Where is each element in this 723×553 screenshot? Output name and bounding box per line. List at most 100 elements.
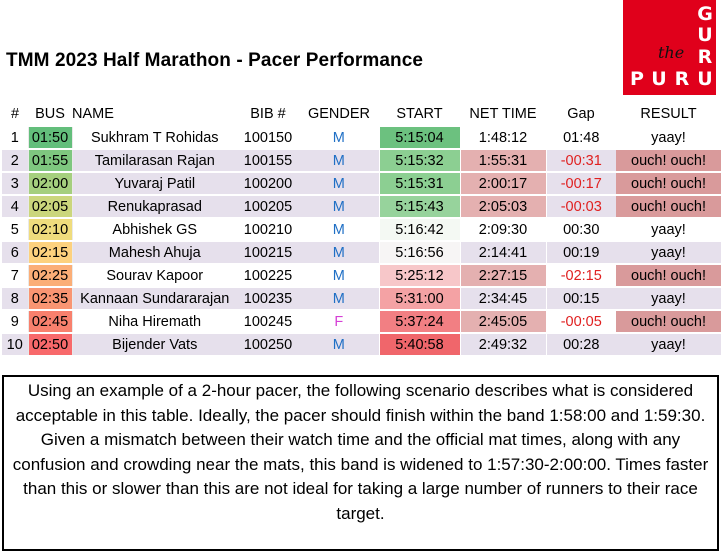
table-row: 4 02:05 Renukaprasad 100205 M 5:15:43 2:05:03-… — [2, 194, 721, 218]
gap-cell: 00:15 — [546, 286, 616, 310]
bus-cell: 02:10 — [27, 217, 73, 241]
bus-cell: 01:50 — [27, 125, 73, 149]
guru-puru-logo: G U R U P U R the — [623, 0, 716, 95]
start-cell: 5:40:58 — [378, 332, 461, 355]
row-number: 9 — [2, 309, 28, 333]
header-gender: GENDER — [307, 106, 371, 122]
gender-cell: M — [299, 217, 379, 241]
net-time-cell: 2:34:45 — [459, 286, 547, 310]
result-cell: ouch! ouch! — [616, 171, 721, 195]
start-cell: 5:15:04 — [378, 125, 461, 149]
header-start: START — [396, 106, 443, 122]
bus-cell: 02:50 — [27, 332, 73, 355]
gender-cell: M — [299, 148, 379, 172]
start-cell: 5:15:31 — [378, 171, 461, 195]
start-cell: 5:25:12 — [378, 263, 461, 287]
gender-cell: M — [299, 332, 379, 355]
result-cell: yaay! — [616, 217, 721, 241]
net-time-cell: 2:14:41 — [459, 240, 547, 264]
gender-cell: M — [299, 125, 379, 149]
gender-cell: M — [299, 263, 379, 287]
row-number: 10 — [2, 332, 28, 355]
net-time-cell: 1:48:12 — [459, 125, 547, 149]
bus-cell: 02:15 — [27, 240, 73, 264]
gender-cell: M — [299, 171, 379, 195]
pacer-table: # BUS NAME BIB # GENDER START NET TIME G… — [2, 103, 721, 355]
table-row: 3 02:00 Yuvaraj Patil 100200 M 5:15:31 2:00:17… — [2, 171, 721, 195]
gender-cell: M — [299, 194, 379, 218]
bus-cell: 02:00 — [27, 171, 73, 195]
table-row: 7 02:25 Sourav Kapoor 100225 M 5:25:12 2:27:15… — [2, 263, 721, 287]
gap-cell: 00:30 — [546, 217, 616, 241]
table-row: 9 02:45 Niha Hiremath 100245 F 5:37:24 2:45:05… — [2, 309, 721, 333]
row-number: 8 — [2, 286, 28, 310]
row-number: 3 — [2, 171, 28, 195]
bib-cell: 100150 — [237, 125, 299, 149]
gap-cell: 00:19 — [546, 240, 616, 264]
row-number: 4 — [2, 194, 28, 218]
result-cell: yaay! — [616, 286, 721, 310]
table-row: 5 02:10 Abhishek GS 100210 M 5:16:42 2:09:30 00… — [2, 217, 721, 241]
start-cell: 5:15:32 — [378, 148, 461, 172]
bib-cell: 100250 — [237, 332, 299, 355]
gap-cell: 01:48 — [546, 125, 616, 149]
bib-cell: 100155 — [237, 148, 299, 172]
row-number: 7 — [2, 263, 28, 287]
result-cell: ouch! ouch! — [616, 263, 721, 287]
start-cell: 5:31:00 — [378, 286, 461, 310]
result-cell: yaay! — [616, 332, 721, 355]
logo-letter: R — [697, 46, 713, 68]
row-number: 1 — [2, 125, 28, 149]
gender-cell: F — [299, 309, 379, 333]
name-cell: Renukaprasad — [72, 194, 237, 218]
gap-cell: -00:17 — [546, 171, 616, 195]
table-row: 10 02:50 Bijender Vats 100250 M 5:40:58 2:49:3… — [2, 332, 721, 355]
net-time-cell: 2:00:17 — [459, 171, 547, 195]
start-cell: 5:16:42 — [378, 217, 461, 241]
bib-cell: 100215 — [237, 240, 299, 264]
net-time-cell: 1:55:31 — [459, 148, 547, 172]
logo-letter: U — [697, 68, 713, 90]
header-gap: Gap — [567, 106, 595, 122]
name-cell: Niha Hiremath — [72, 309, 237, 333]
name-cell: Mahesh Ahuja — [72, 240, 237, 264]
bib-cell: 100200 — [237, 171, 299, 195]
header-num: # — [10, 106, 20, 122]
result-cell: yaay! — [616, 240, 721, 264]
name-cell: Sukhram T Rohidas — [72, 125, 237, 149]
bib-cell: 100225 — [237, 263, 299, 287]
logo-word: the — [658, 43, 685, 62]
name-cell: Kannaan Sundararajan — [72, 286, 237, 310]
name-cell: Abhishek GS — [72, 217, 237, 241]
table-header-row: # BUS NAME BIB # GENDER START NET TIME G… — [2, 103, 721, 126]
net-time-cell: 2:09:30 — [459, 217, 547, 241]
bib-cell: 100245 — [237, 309, 299, 333]
gap-cell: 00:28 — [546, 332, 616, 355]
logo-letter: U — [651, 68, 667, 90]
table-row: 6 02:15 Mahesh Ahuja 100215 M 5:16:56 2:14:41 0… — [2, 240, 721, 264]
header-result: RESULT — [640, 106, 697, 122]
row-number: 6 — [2, 240, 28, 264]
gap-cell: -00:05 — [546, 309, 616, 333]
gap-cell: -02:15 — [546, 263, 616, 287]
bus-cell: 01:55 — [27, 148, 73, 172]
net-time-cell: 2:27:15 — [459, 263, 547, 287]
row-number: 2 — [2, 148, 28, 172]
gender-cell: M — [299, 286, 379, 310]
logo-letter: R — [674, 68, 690, 90]
bib-cell: 100210 — [237, 217, 299, 241]
start-cell: 5:16:56 — [378, 240, 461, 264]
start-cell: 5:15:43 — [378, 194, 461, 218]
gap-cell: -00:31 — [546, 148, 616, 172]
bus-cell: 02:25 — [27, 263, 73, 287]
row-number: 5 — [2, 217, 28, 241]
header-name: NAME — [72, 106, 114, 122]
bib-cell: 100205 — [237, 194, 299, 218]
table-row: 2 01:55 Tamilarasan Rajan 100155 M 5:15:32 1:5… — [2, 148, 721, 172]
name-cell: Yuvaraj Patil — [72, 171, 237, 195]
logo-letter: U — [697, 24, 713, 46]
name-cell: Sourav Kapoor — [72, 263, 237, 287]
header-bib: BIB # — [250, 106, 286, 122]
result-cell: ouch! ouch! — [616, 309, 721, 333]
name-cell: Tamilarasan Rajan — [72, 148, 237, 172]
